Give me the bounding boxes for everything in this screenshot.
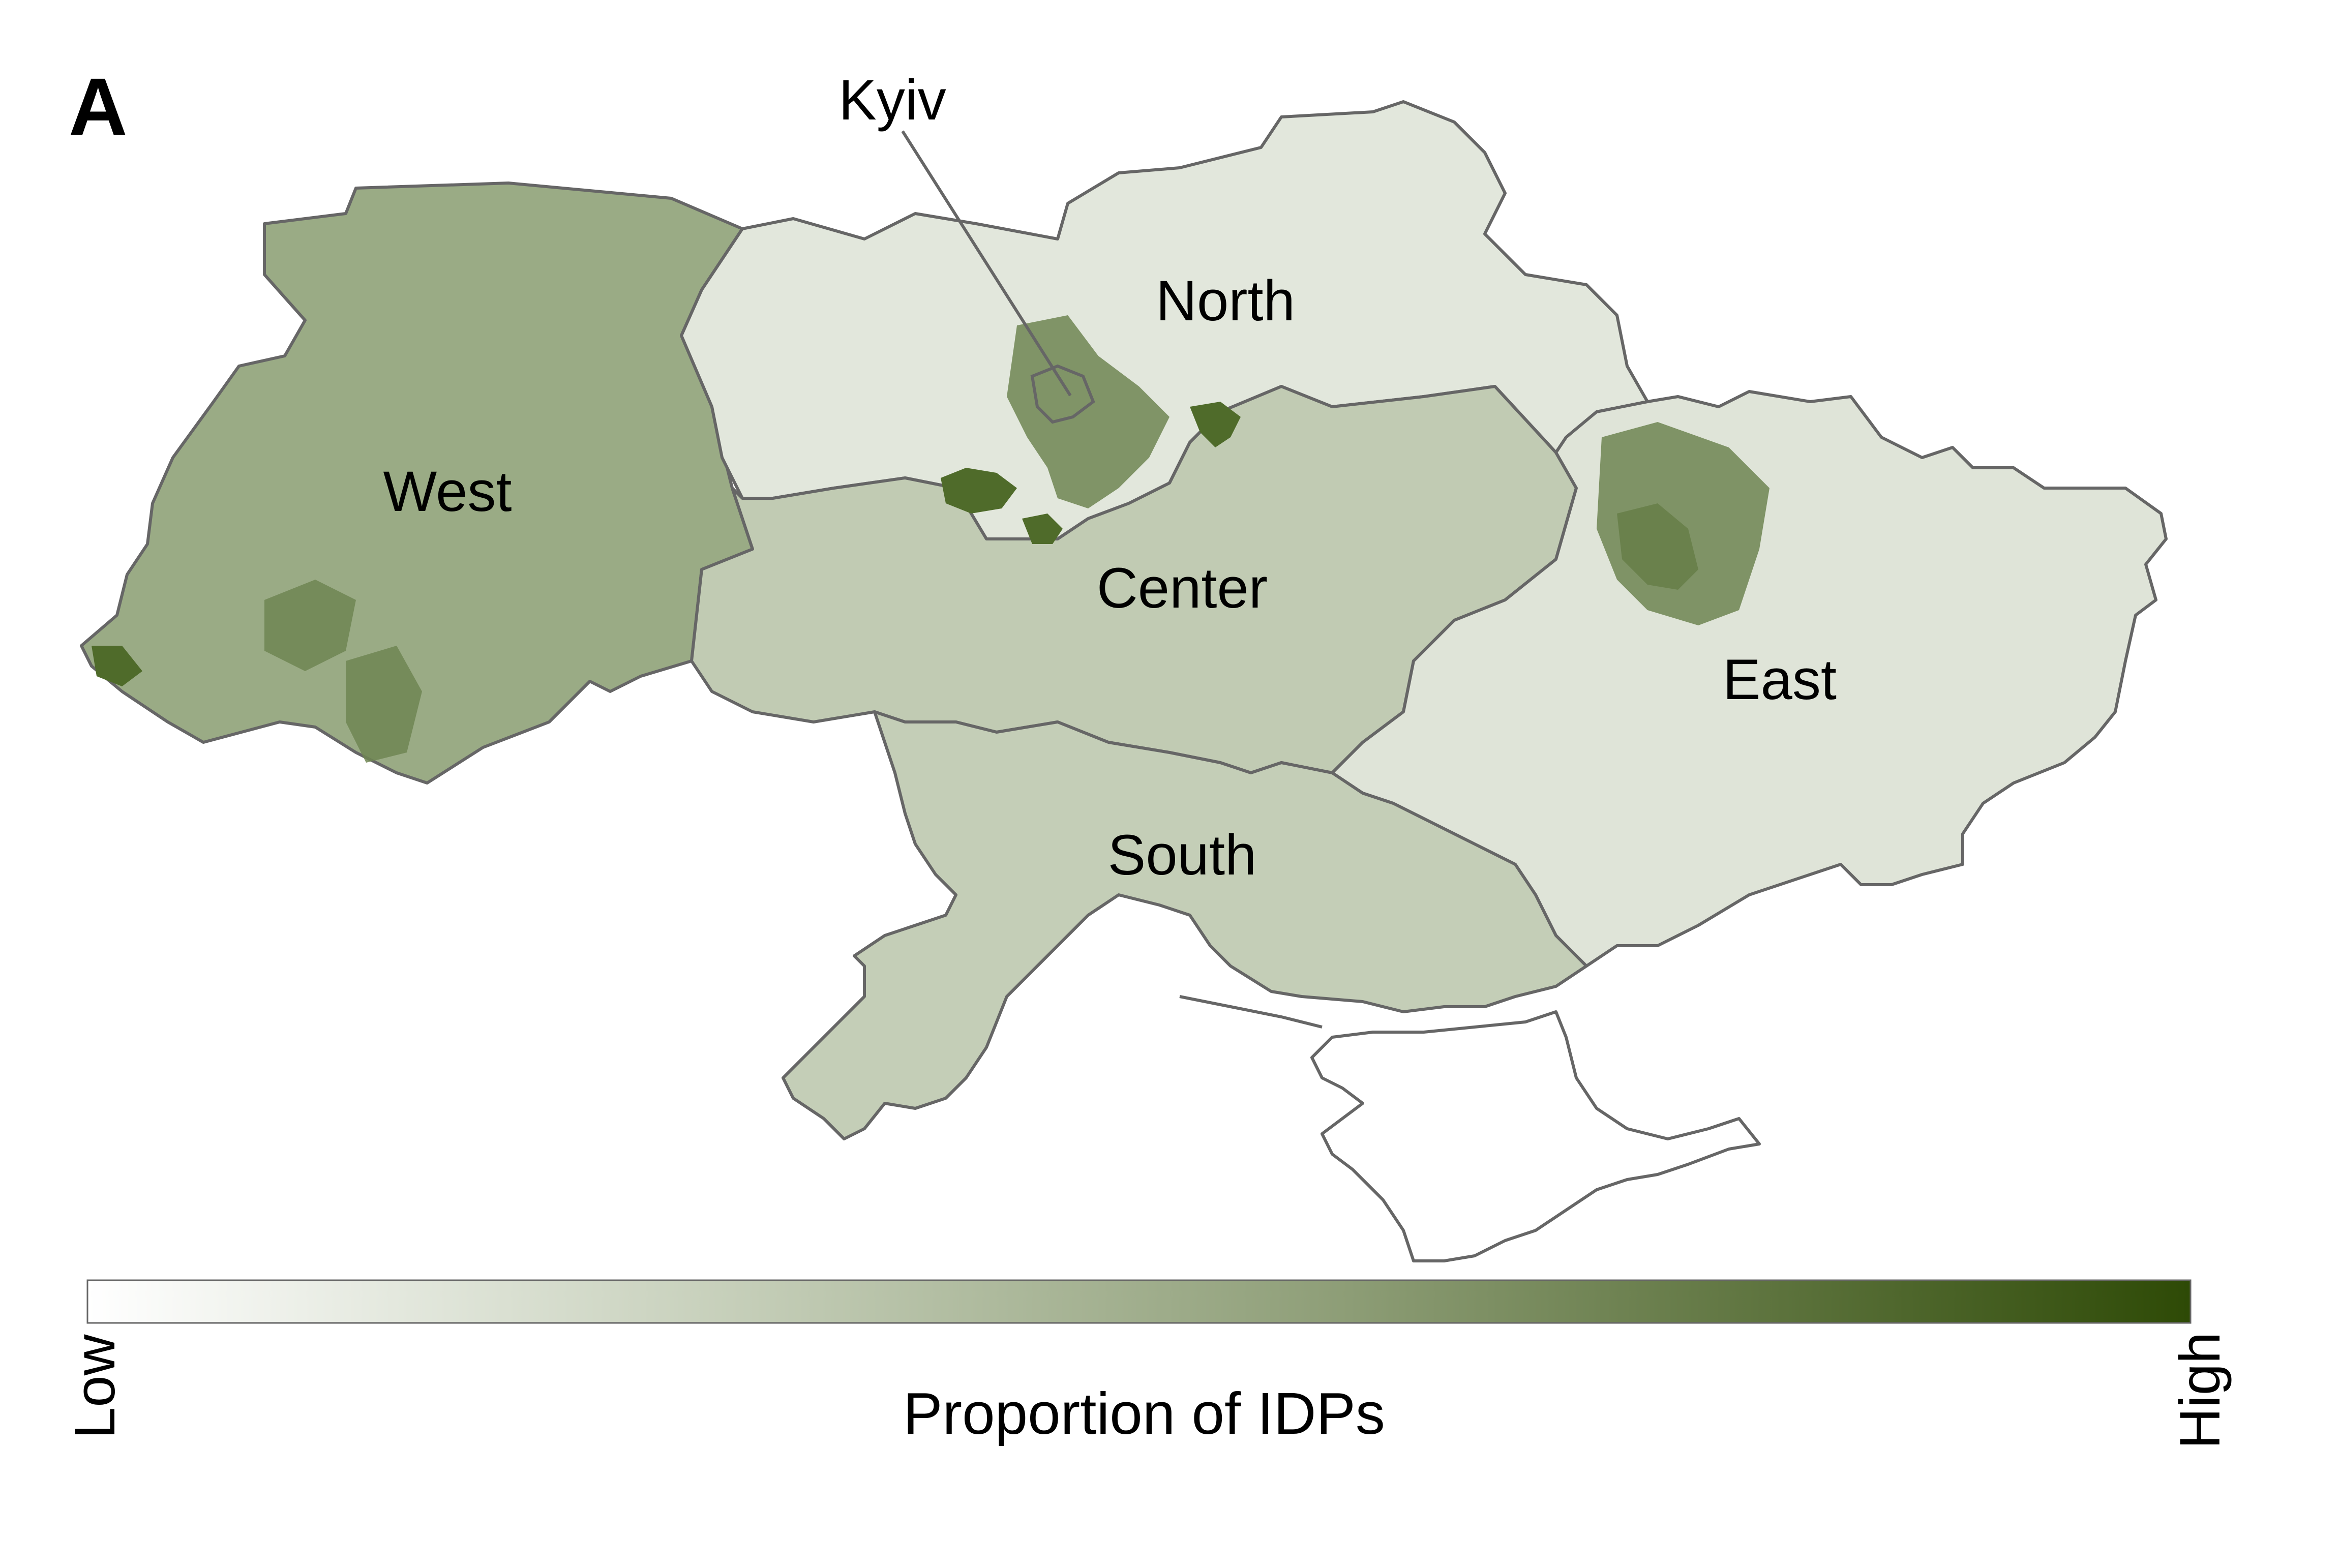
arabat-spit — [1179, 995, 1323, 1029]
legend-low-label: Low — [63, 1334, 127, 1439]
region-label-east: East — [1723, 648, 1837, 711]
panel-label: A — [69, 61, 128, 152]
hotspot-kyiv-east — [1190, 402, 1241, 447]
hotspot-center-small — [1022, 514, 1063, 544]
color-legend: Proportion of IDPs Low High — [63, 1279, 2232, 1449]
mid-kyiv-ring — [1007, 315, 1170, 508]
region-label-west: West — [383, 460, 512, 523]
hotspot-kyiv-west — [941, 468, 1017, 514]
crimea — [1310, 1010, 1761, 1262]
mid-west-district — [264, 580, 356, 671]
kyiv-city-outline — [1030, 364, 1095, 424]
mid-kharkiv-ring — [1597, 422, 1770, 625]
region-label-south: South — [1108, 823, 1257, 887]
ukraine-map — [80, 100, 2168, 1262]
mid-west-south — [346, 646, 422, 763]
hotspot-zakarpattia — [92, 646, 142, 686]
region-south — [782, 710, 1588, 1140]
region-label-north: North — [1156, 269, 1295, 333]
legend-high-label: High — [2168, 1332, 2232, 1449]
kyiv-leader-line — [901, 130, 1072, 397]
region-label-center: Center — [1097, 556, 1268, 620]
legend-gradient-bar — [86, 1279, 2192, 1324]
legend-title: Proportion of IDPs — [903, 1380, 1385, 1446]
city-label-kyiv: Kyiv — [838, 68, 946, 132]
